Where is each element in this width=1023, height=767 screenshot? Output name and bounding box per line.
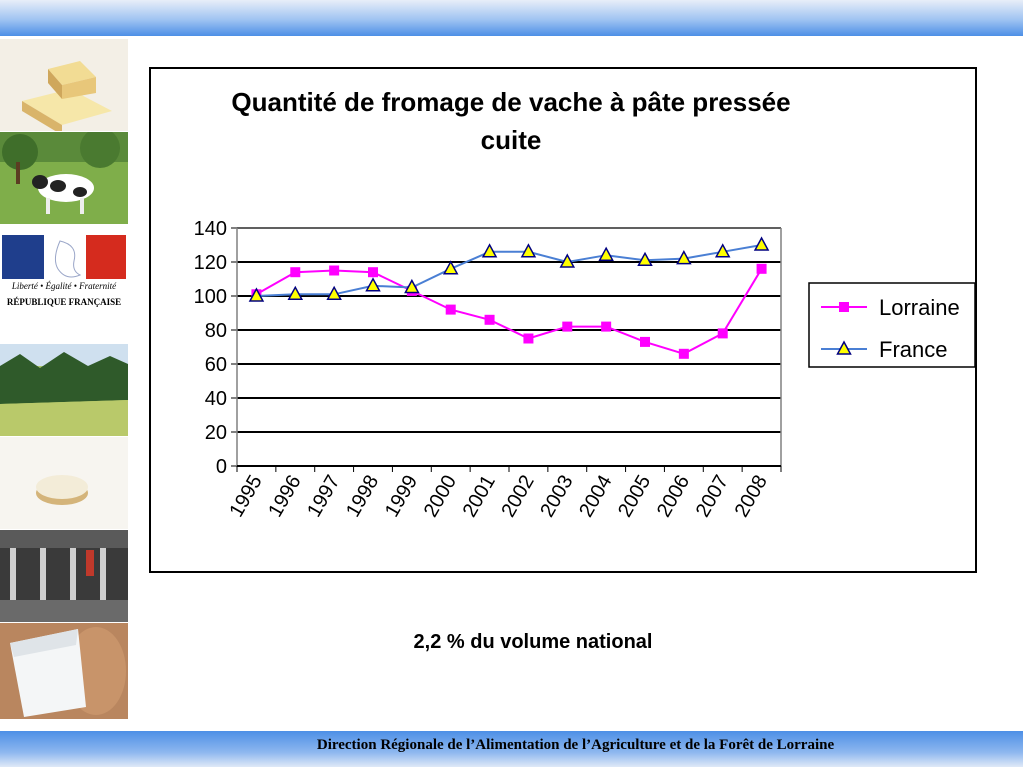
y-tick-label: 20 bbox=[205, 422, 227, 444]
series-line-lorraine bbox=[255, 268, 763, 355]
gov-name: RÉPUBLIQUE FRANÇAISE bbox=[6, 297, 122, 307]
x-tick-label: 2003 bbox=[536, 472, 577, 522]
milking-parlor-photo bbox=[0, 530, 128, 622]
data-point-triangle bbox=[287, 285, 304, 301]
data-point-square bbox=[562, 321, 573, 332]
legend-box bbox=[808, 282, 976, 368]
milk-glass-photo bbox=[0, 623, 128, 719]
x-tick-label: 2006 bbox=[653, 472, 694, 522]
data-point-square bbox=[756, 263, 767, 274]
cheese-wedge-photo bbox=[0, 39, 128, 131]
data-point-triangle bbox=[442, 260, 459, 275]
data-point-triangle bbox=[598, 246, 614, 261]
top-banner bbox=[0, 0, 1023, 36]
legend-label-lorraine: Lorraine bbox=[879, 295, 960, 320]
x-tick-label: 1998 bbox=[342, 472, 383, 522]
data-point-square bbox=[717, 328, 728, 339]
line-chart: Quantité de fromage de vache à pâte pres… bbox=[194, 87, 976, 522]
data-point-square bbox=[640, 336, 650, 347]
x-tick-label: 2008 bbox=[731, 472, 772, 522]
footer-text: Direction Régionale de l’Alimentation de… bbox=[316, 737, 835, 753]
x-tick-label: 1996 bbox=[264, 472, 305, 522]
republique-francaise-logo: Liberté • Égalité • Fraternité RÉPUBLIQU… bbox=[0, 225, 128, 343]
chart-title-line2: cuite bbox=[481, 125, 542, 155]
y-tick-label: 140 bbox=[194, 218, 227, 240]
data-point-square bbox=[678, 348, 689, 359]
data-point-square bbox=[601, 321, 612, 332]
data-point-square bbox=[329, 265, 340, 276]
bottom-banner bbox=[0, 731, 1023, 767]
data-point-triangle bbox=[676, 250, 692, 265]
data-point-triangle bbox=[365, 277, 381, 292]
y-tick-label: 80 bbox=[205, 320, 227, 342]
data-point-square bbox=[290, 267, 301, 278]
cow-pasture-photo bbox=[0, 132, 128, 224]
data-point-triangle bbox=[714, 243, 731, 258]
x-tick-label: 2004 bbox=[575, 472, 616, 522]
data-point-triangle bbox=[520, 243, 537, 258]
volume-caption: 2,2 % du volume national bbox=[413, 631, 653, 653]
x-tick-label: 1999 bbox=[381, 472, 422, 522]
legend-label-france: France bbox=[879, 337, 947, 362]
y-tick-label: 120 bbox=[194, 252, 227, 274]
data-point-square bbox=[484, 314, 495, 325]
x-tick-label: 2000 bbox=[420, 472, 461, 522]
data-point-square bbox=[839, 302, 849, 312]
data-point-triangle bbox=[481, 243, 498, 258]
x-tick-label: 2001 bbox=[459, 472, 500, 522]
forest-meadow-photo bbox=[0, 344, 128, 436]
y-tick-label: 100 bbox=[194, 286, 227, 308]
data-point-triangle bbox=[404, 278, 420, 294]
data-point-square bbox=[368, 267, 378, 278]
cheese-round-photo bbox=[0, 437, 128, 529]
data-point-triangle bbox=[248, 287, 265, 302]
data-point-triangle bbox=[753, 236, 770, 251]
x-tick-label: 2007 bbox=[692, 472, 733, 522]
gov-motto: Liberté • Égalité • Fraternité bbox=[11, 281, 117, 291]
chart-legend: Lorraine France bbox=[808, 282, 976, 368]
x-tick-label: 2002 bbox=[497, 472, 538, 522]
data-point-triangle bbox=[836, 340, 852, 355]
data-point-square bbox=[445, 304, 456, 315]
photo-sidebar: Liberté • Égalité • Fraternité RÉPUBLIQU… bbox=[0, 39, 128, 720]
y-tick-label: 0 bbox=[216, 456, 227, 478]
data-point-square bbox=[523, 333, 534, 344]
data-point-triangle bbox=[559, 253, 576, 268]
x-tick-label: 2005 bbox=[614, 472, 655, 522]
x-tick-label: 1995 bbox=[225, 472, 266, 522]
y-tick-label: 40 bbox=[205, 388, 227, 410]
y-tick-label: 60 bbox=[205, 354, 227, 376]
chart-title-line1: Quantité de fromage de vache à pâte pres… bbox=[231, 87, 790, 117]
data-point-triangle bbox=[326, 285, 342, 301]
series-line-france bbox=[256, 244, 762, 297]
x-tick-label: 1997 bbox=[303, 472, 344, 522]
data-point-triangle bbox=[637, 251, 653, 267]
chart-frame: Quantité de fromage de vache à pâte pres… bbox=[149, 67, 977, 573]
